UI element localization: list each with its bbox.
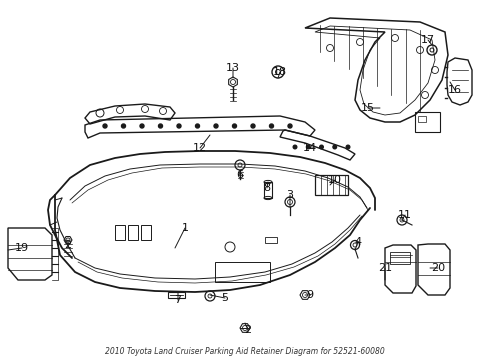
Circle shape bbox=[269, 124, 273, 128]
Text: 11: 11 bbox=[397, 210, 411, 220]
Bar bbox=[264, 237, 276, 243]
Circle shape bbox=[319, 145, 323, 149]
Text: 15: 15 bbox=[360, 103, 374, 113]
Bar bbox=[215, 262, 269, 282]
Circle shape bbox=[346, 145, 349, 149]
Circle shape bbox=[306, 145, 309, 149]
Text: 18: 18 bbox=[272, 67, 286, 77]
Circle shape bbox=[195, 124, 199, 128]
Circle shape bbox=[250, 124, 254, 128]
Circle shape bbox=[177, 124, 181, 128]
Circle shape bbox=[287, 124, 291, 128]
Bar bbox=[264, 182, 271, 198]
Text: 8: 8 bbox=[263, 183, 270, 193]
Circle shape bbox=[214, 124, 218, 128]
Bar bbox=[141, 225, 151, 240]
Circle shape bbox=[332, 145, 336, 149]
Circle shape bbox=[140, 124, 143, 128]
Text: 5: 5 bbox=[221, 293, 228, 303]
Bar bbox=[414, 112, 439, 132]
Text: 1: 1 bbox=[181, 223, 188, 233]
Text: 6: 6 bbox=[236, 170, 243, 180]
Text: 2: 2 bbox=[244, 325, 251, 335]
Text: 7: 7 bbox=[174, 295, 181, 305]
Bar bbox=[115, 225, 125, 240]
Text: 19: 19 bbox=[15, 243, 29, 253]
Circle shape bbox=[121, 124, 125, 128]
Text: 21: 21 bbox=[377, 263, 391, 273]
Text: 20: 20 bbox=[430, 263, 444, 273]
Bar bbox=[128, 225, 138, 240]
Text: 4: 4 bbox=[354, 237, 361, 247]
Text: 16: 16 bbox=[447, 85, 461, 95]
Circle shape bbox=[232, 124, 236, 128]
Text: 13: 13 bbox=[225, 63, 240, 73]
Circle shape bbox=[293, 145, 296, 149]
Bar bbox=[389, 252, 409, 264]
Text: 9: 9 bbox=[306, 290, 313, 300]
Text: 12: 12 bbox=[193, 143, 206, 153]
Text: 3: 3 bbox=[286, 190, 293, 200]
Text: 2010 Toyota Land Cruiser Parking Aid Retainer Diagram for 52521-60080: 2010 Toyota Land Cruiser Parking Aid Ret… bbox=[104, 347, 384, 356]
Bar bbox=[417, 116, 425, 122]
Text: 10: 10 bbox=[327, 175, 341, 185]
Circle shape bbox=[158, 124, 162, 128]
Text: 14: 14 bbox=[303, 143, 316, 153]
Text: 2: 2 bbox=[64, 240, 71, 250]
Circle shape bbox=[103, 124, 107, 128]
Text: 17: 17 bbox=[420, 35, 434, 45]
